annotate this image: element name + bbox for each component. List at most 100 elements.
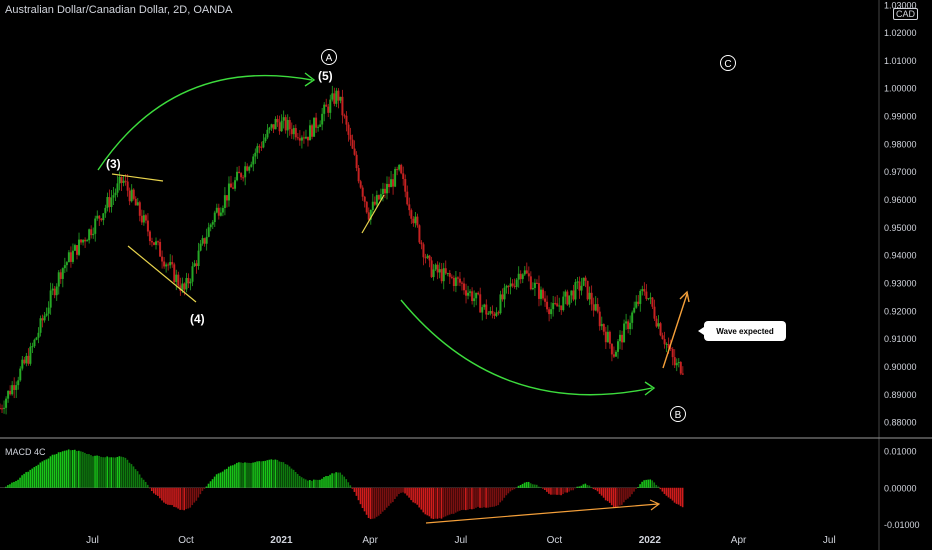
macd-bar <box>493 487 495 507</box>
candle-body <box>209 224 212 228</box>
candle-body <box>246 166 249 171</box>
macd-bar <box>388 487 390 506</box>
candle-body <box>236 171 239 181</box>
price-tick-label: 1.02000 <box>884 28 917 38</box>
candle-body <box>11 385 14 395</box>
macd-bar <box>637 487 639 488</box>
price-axis[interactable]: 1.03000 1.02000 1.01000 1.00000 0.99000 0.980… <box>884 0 917 427</box>
macd-bar <box>556 487 558 495</box>
candle-body <box>556 303 559 307</box>
candle-body <box>471 291 474 302</box>
macd-bar <box>112 457 115 488</box>
macd-bar <box>444 487 447 517</box>
macd-bar <box>19 477 21 488</box>
macd-bar <box>238 462 240 488</box>
candle-body <box>0 408 1 410</box>
macd-bar <box>655 484 658 488</box>
macd-bar <box>649 479 652 488</box>
candle-body <box>487 313 490 315</box>
macd-bar <box>450 487 453 514</box>
candle-body <box>148 231 151 242</box>
candle-body <box>681 373 684 375</box>
candle-body <box>219 212 222 216</box>
macd-bar <box>11 482 13 488</box>
candle-body <box>280 120 283 132</box>
candle-body <box>173 264 176 283</box>
macd-bar <box>537 486 540 488</box>
macd-bar <box>124 457 127 488</box>
candle-body <box>167 264 170 266</box>
time-axis[interactable]: Jul Oct 2021 Apr Jul Oct 2022 Apr Jul <box>86 535 836 546</box>
candle-body <box>406 191 409 205</box>
candle-body <box>238 171 241 174</box>
wave-labels: (3) (4) (5) <box>106 69 333 326</box>
candle-body <box>631 312 634 323</box>
circle-b <box>670 406 686 422</box>
macd-bar <box>195 487 198 501</box>
candle-body <box>383 188 386 194</box>
candle-body <box>408 204 411 211</box>
candle-body <box>309 125 312 141</box>
candle-body <box>300 137 303 141</box>
candle-body <box>252 156 255 165</box>
macd-bar <box>657 486 660 488</box>
candle-body <box>616 341 619 352</box>
candle-body <box>102 213 105 221</box>
candle-body <box>55 286 58 296</box>
macd-bar <box>187 487 190 509</box>
candle-body <box>371 201 374 211</box>
macd-bar <box>560 487 562 496</box>
macd-layer <box>0 449 684 520</box>
candle-body <box>610 343 613 355</box>
macd-bar <box>86 453 88 488</box>
price-tick-label: 0.99000 <box>884 112 917 122</box>
candle-body <box>448 272 451 277</box>
candle-body <box>260 146 263 148</box>
candle-body <box>467 292 470 296</box>
macd-bar <box>80 451 82 488</box>
macd-bar <box>201 487 204 491</box>
candle-body <box>428 255 431 261</box>
candle-body <box>152 242 155 245</box>
macd-bar <box>211 479 214 488</box>
macd-bar <box>627 487 629 499</box>
macd-bar <box>669 487 672 499</box>
price-tick-label: 0.91000 <box>884 334 917 344</box>
macd-axis[interactable]: 0.01000 0.00000 -0.01000 <box>884 447 920 530</box>
macd-bar <box>440 487 443 519</box>
candle-body <box>633 307 636 313</box>
macd-bar <box>17 479 19 488</box>
candle-body <box>422 244 425 258</box>
candle-body <box>594 304 597 311</box>
candle-body <box>560 305 563 311</box>
candle-body <box>525 270 528 274</box>
candle-body <box>432 269 435 278</box>
macd-bar <box>598 487 601 494</box>
candle-body <box>136 202 139 206</box>
macd-bar <box>232 465 234 488</box>
candle-body <box>493 313 496 316</box>
macd-bar <box>339 472 342 488</box>
time-tick-label: Oct <box>178 535 194 546</box>
candle-body <box>1 408 4 410</box>
currency-label: CAD <box>893 8 919 20</box>
candle-body <box>450 276 453 278</box>
macd-bar <box>276 459 279 488</box>
macd-bar <box>92 456 94 488</box>
macd-bar <box>94 455 96 488</box>
candle-body <box>608 331 611 344</box>
macd-bar <box>414 487 416 504</box>
candle-body <box>71 250 74 262</box>
candle-body <box>410 210 413 219</box>
macd-bar <box>199 487 202 495</box>
macd-bar <box>78 450 80 488</box>
macd-bar <box>272 459 275 488</box>
macd-bar <box>173 487 175 507</box>
macd-bar <box>511 487 514 491</box>
candle-body <box>507 285 510 287</box>
macd-bar <box>351 487 354 489</box>
candle-body <box>495 312 498 316</box>
macd-bar <box>635 487 637 489</box>
macd-indicator-label[interactable]: MACD 4C <box>5 447 46 457</box>
